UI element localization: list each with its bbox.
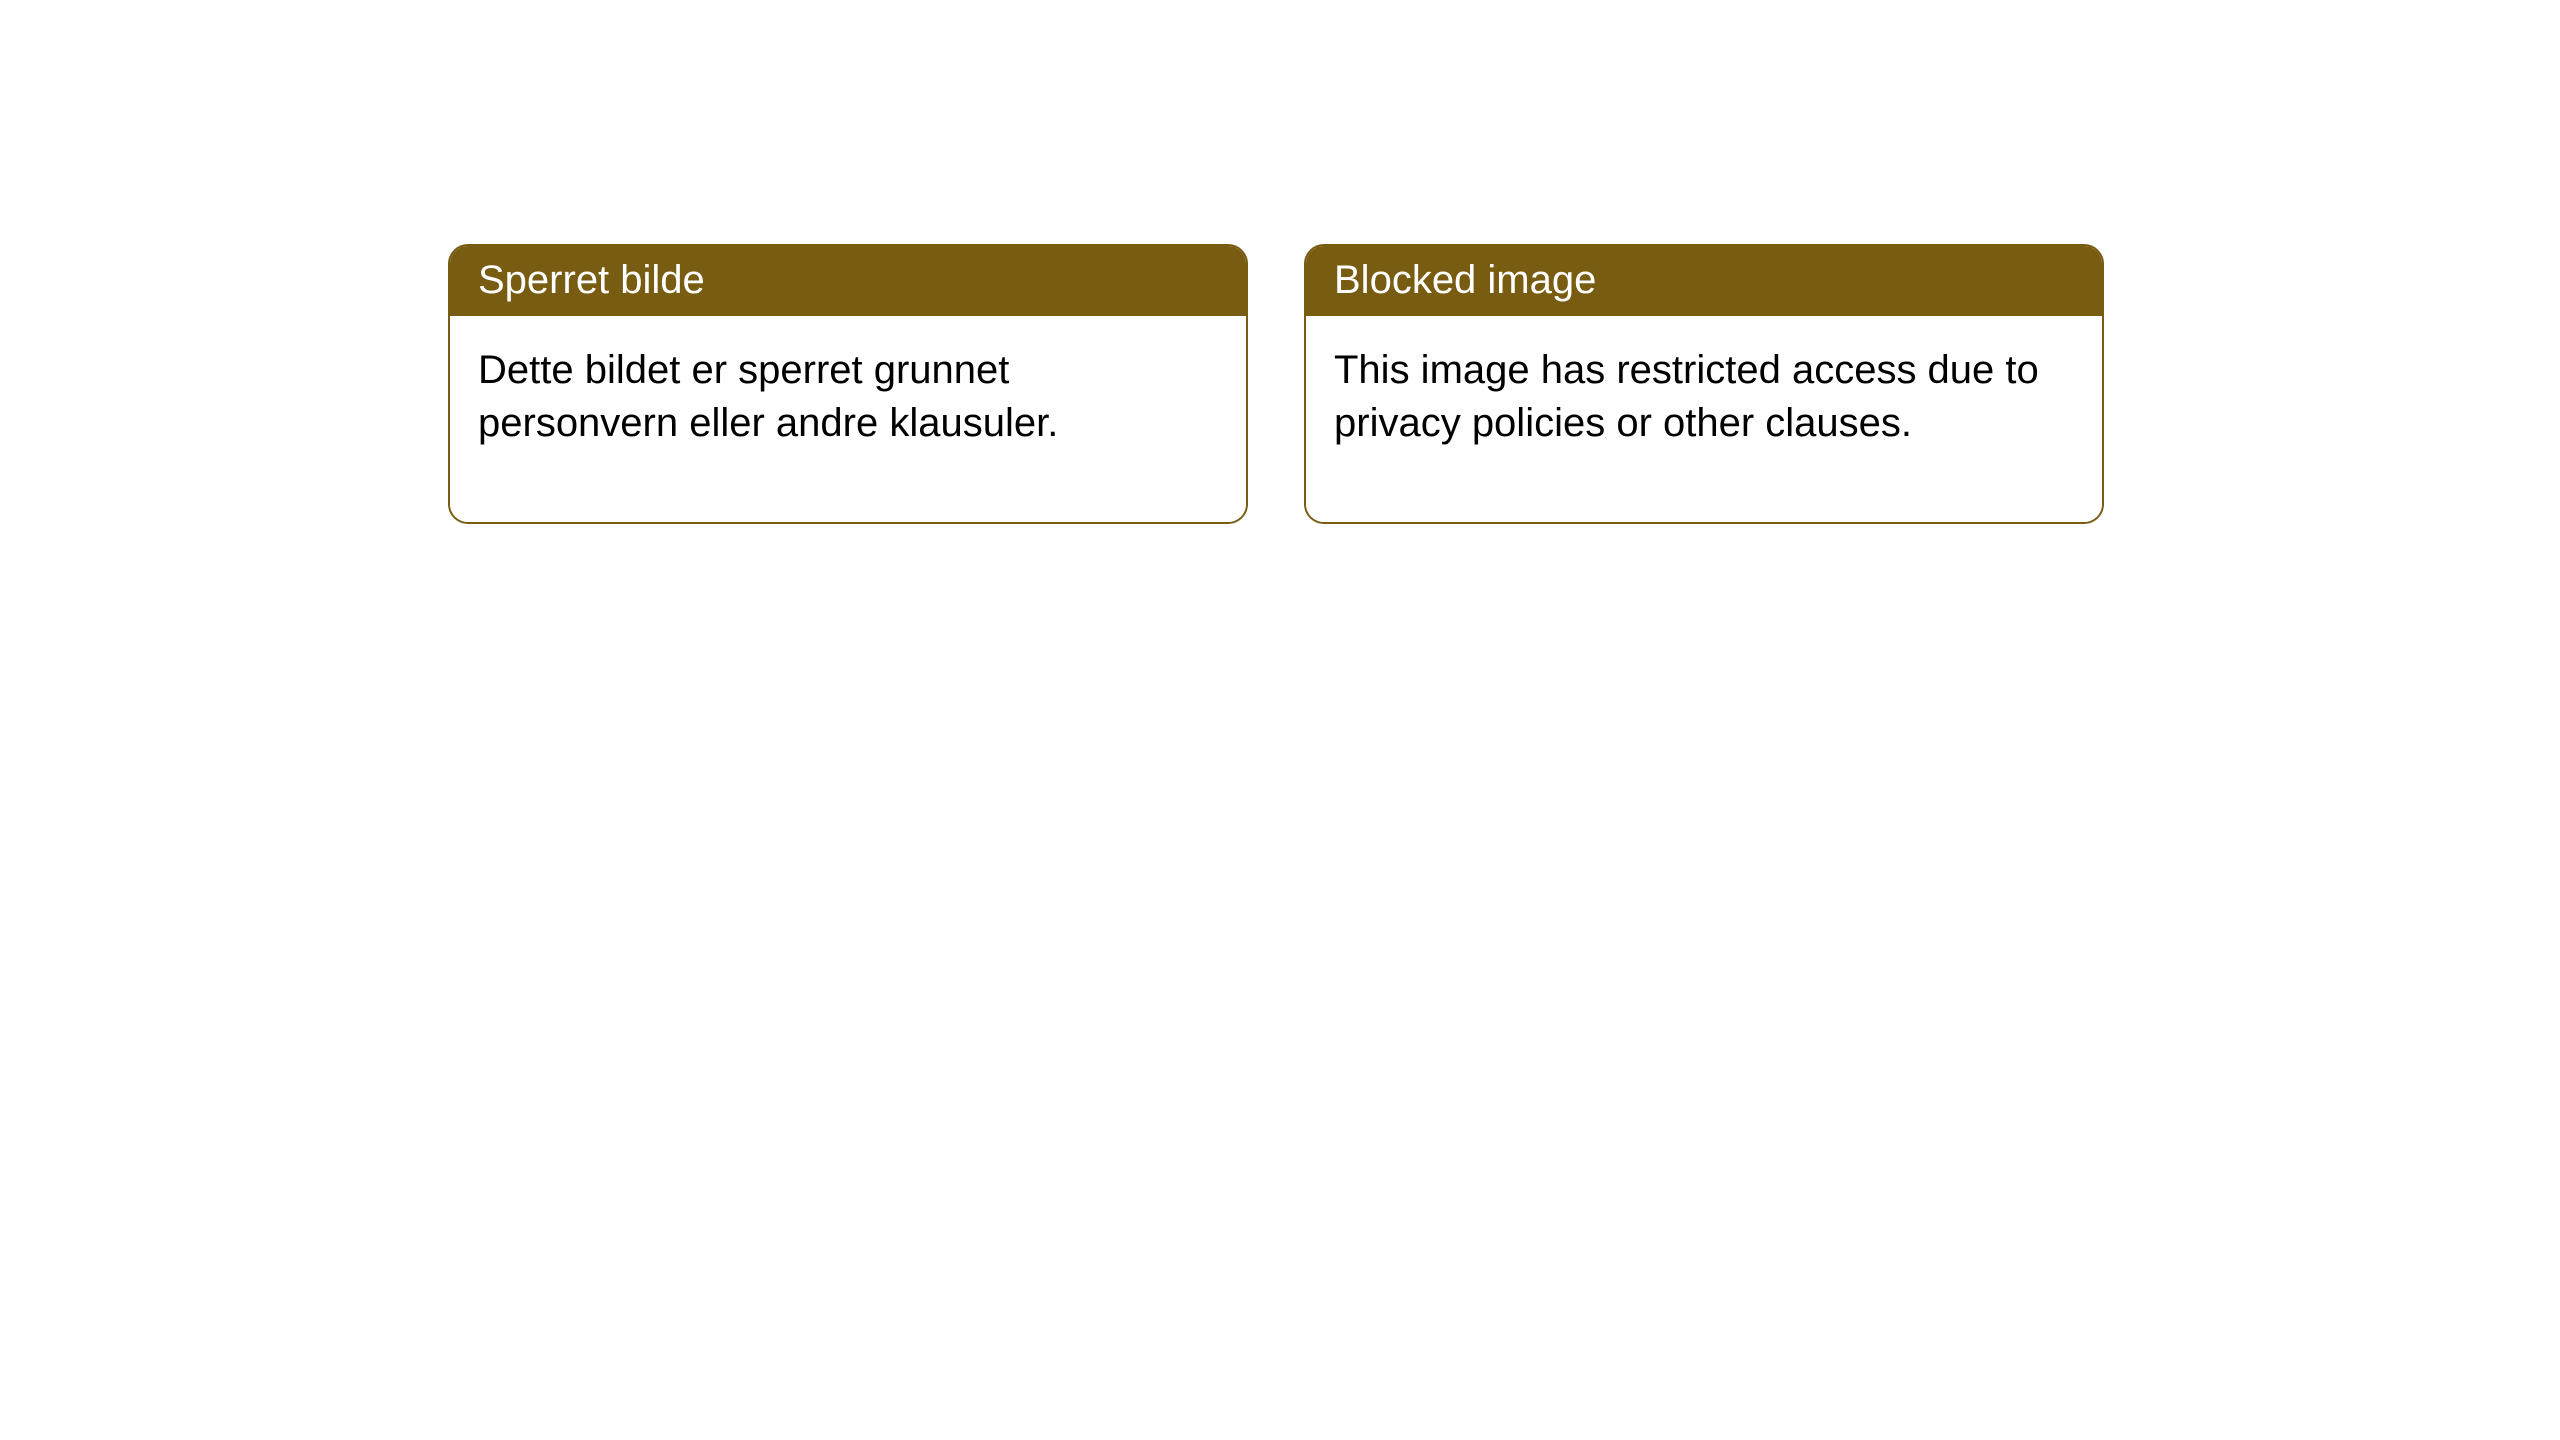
- notice-card-title-en: Blocked image: [1306, 246, 2102, 316]
- notice-card-body-en: This image has restricted access due to …: [1306, 316, 2102, 522]
- notice-card-body-no: Dette bildet er sperret grunnet personve…: [450, 316, 1246, 522]
- notice-card-en: Blocked image This image has restricted …: [1304, 244, 2104, 524]
- notice-card-title-no: Sperret bilde: [450, 246, 1246, 316]
- notice-card-no: Sperret bilde Dette bildet er sperret gr…: [448, 244, 1248, 524]
- notice-container: Sperret bilde Dette bildet er sperret gr…: [448, 244, 2104, 524]
